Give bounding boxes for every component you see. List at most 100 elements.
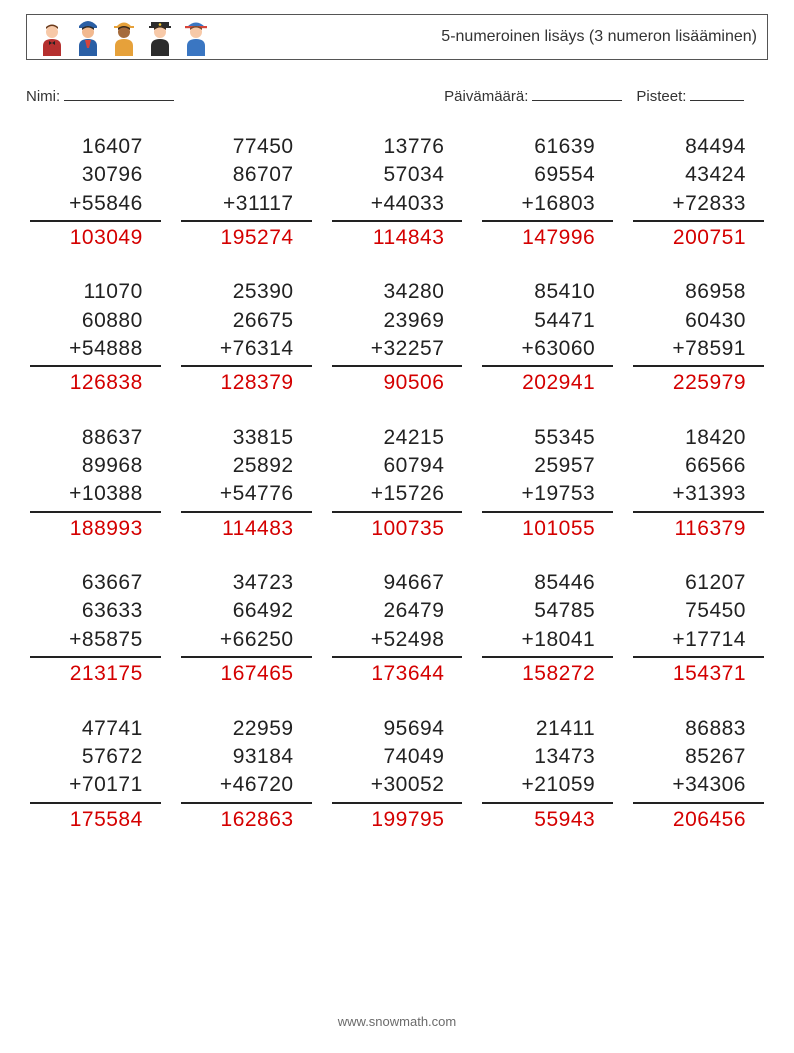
answer: 202941 [482, 369, 613, 397]
addend-1: 22959 [181, 715, 312, 743]
addend-2: 13473 [482, 743, 613, 771]
addend-3: +19753 [482, 480, 613, 512]
score-blank[interactable] [690, 86, 744, 101]
addend-2: 23969 [332, 307, 463, 335]
problem-7: 2539026675+76314128379 [181, 278, 312, 397]
addend-1: 84494 [633, 133, 764, 161]
date-blank[interactable] [532, 86, 622, 101]
addend-3: +31117 [181, 190, 312, 222]
addend-1: 47741 [30, 715, 161, 743]
answer: 225979 [633, 369, 764, 397]
name-blank[interactable] [64, 86, 174, 101]
addend-3: +21059 [482, 771, 613, 803]
addend-1: 16407 [30, 133, 161, 161]
problem-4: 6163969554+16803147996 [482, 133, 613, 252]
problem-19: 8544654785+18041158272 [482, 569, 613, 688]
problem-8: 3428023969+3225790506 [332, 278, 463, 397]
addend-3: +46720 [181, 771, 312, 803]
addend-1: 25390 [181, 278, 312, 306]
header-box: 5-numeroinen lisäys (3 numeron lisäämine… [26, 14, 768, 60]
addend-2: 93184 [181, 743, 312, 771]
addend-2: 54471 [482, 307, 613, 335]
problem-22: 2295993184+46720 162863 [181, 715, 312, 834]
avatar-row [37, 18, 211, 56]
addend-1: 86883 [633, 715, 764, 743]
answer: 200751 [633, 224, 764, 252]
addend-1: 24215 [332, 424, 463, 452]
addend-2: 30796 [30, 161, 161, 189]
answer: 154371 [633, 660, 764, 688]
answer: 213175 [30, 660, 161, 688]
worksheet-page: 5-numeroinen lisäys (3 numeron lisäämine… [0, 0, 794, 1053]
addend-2: 75450 [633, 597, 764, 625]
addend-1: 88637 [30, 424, 161, 452]
answer: 114843 [332, 224, 463, 252]
addend-1: 61639 [482, 133, 613, 161]
addend-3: +72833 [633, 190, 764, 222]
addend-1: 33815 [181, 424, 312, 452]
problem-21: 4774157672+70171175584 [30, 715, 161, 834]
addend-3: +52498 [332, 626, 463, 658]
addend-2: 66566 [633, 452, 764, 480]
addend-2: 54785 [482, 597, 613, 625]
addend-3: +44033 [332, 190, 463, 222]
addend-2: 26479 [332, 597, 463, 625]
problem-12: 3381525892+54776114483 [181, 424, 312, 543]
problem-25: 8688385267+34306206456 [633, 715, 764, 834]
problem-23: 9569474049+30052199795 [332, 715, 463, 834]
addend-3: +63060 [482, 335, 613, 367]
addend-2: 86707 [181, 161, 312, 189]
addend-3: +54888 [30, 335, 161, 367]
problem-16: 6366763633+85875213175 [30, 569, 161, 688]
worksheet-title: 5-numeroinen lisäys (3 numeron lisäämine… [441, 28, 757, 46]
addend-2: 60430 [633, 307, 764, 335]
answer: 147996 [482, 224, 613, 252]
problem-6: 1107060880+54888126838 [30, 278, 161, 397]
addend-2: 60794 [332, 452, 463, 480]
addend-1: 34723 [181, 569, 312, 597]
addend-3: +32257 [332, 335, 463, 367]
addend-2: 60880 [30, 307, 161, 335]
answer: 175584 [30, 806, 161, 834]
answer: 100735 [332, 515, 463, 543]
addend-2: 89968 [30, 452, 161, 480]
problem-11: 8863789968+10388188993 [30, 424, 161, 543]
addend-1: 85446 [482, 569, 613, 597]
footer-text: www.snowmath.com [0, 1014, 794, 1029]
answer: 101055 [482, 515, 613, 543]
problem-10: 8695860430+78591225979 [633, 278, 764, 397]
addend-1: 86958 [633, 278, 764, 306]
answer: 55943 [482, 806, 613, 834]
addend-1: 95694 [332, 715, 463, 743]
addend-3: +66250 [181, 626, 312, 658]
avatar-officer-icon [145, 18, 175, 56]
addend-1: 34280 [332, 278, 463, 306]
addend-1: 18420 [633, 424, 764, 452]
addend-3: +76314 [181, 335, 312, 367]
answer: 158272 [482, 660, 613, 688]
answer: 126838 [30, 369, 161, 397]
addend-1: 21411 [482, 715, 613, 743]
date-label: Päivämäärä: [444, 88, 528, 105]
addend-3: +18041 [482, 626, 613, 658]
name-label: Nimi: [26, 88, 60, 105]
addend-3: +30052 [332, 771, 463, 803]
avatar-worker-icon [109, 18, 139, 56]
addend-3: +31393 [633, 480, 764, 512]
answer: 114483 [181, 515, 312, 543]
problem-9: 8541054471+63060202941 [482, 278, 613, 397]
answer: 195274 [181, 224, 312, 252]
addend-2: 26675 [181, 307, 312, 335]
addend-3: +54776 [181, 480, 312, 512]
addend-3: +10388 [30, 480, 161, 512]
problem-18: 9466726479+52498173644 [332, 569, 463, 688]
answer: 173644 [332, 660, 463, 688]
answer: 103049 [30, 224, 161, 252]
addend-2: 63633 [30, 597, 161, 625]
problem-17: 3472366492+66250167465 [181, 569, 312, 688]
problem-20: 6120775450+17714154371 [633, 569, 764, 688]
problem-2: 7745086707+31117195274 [181, 133, 312, 252]
problems-grid: 1640730796+558461030497745086707+3111719… [26, 133, 768, 834]
addend-2: 85267 [633, 743, 764, 771]
answer: 162863 [181, 806, 312, 834]
